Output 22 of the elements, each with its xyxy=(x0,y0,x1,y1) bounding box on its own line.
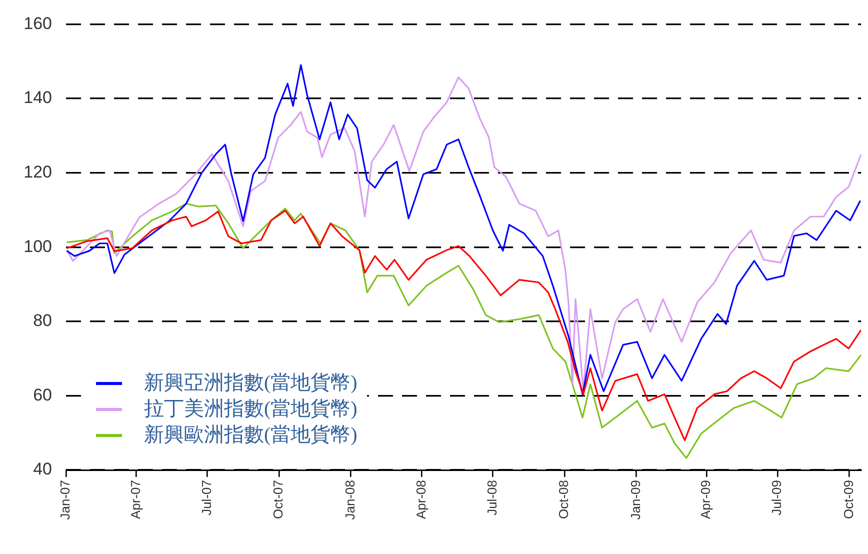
x-tick-label: Jan-08 xyxy=(342,480,358,520)
legend-label: 新興歐洲指數(當地貨幣) xyxy=(144,423,358,448)
x-tick-label: Oct-09 xyxy=(840,480,856,520)
x-tick-label: Oct-08 xyxy=(556,480,572,520)
x-tick-label: Jul-09 xyxy=(769,480,784,516)
y-tick-label: 60 xyxy=(33,385,52,404)
x-tick-label: Oct-07 xyxy=(270,480,286,520)
x-tick-label: Jan-07 xyxy=(58,480,73,520)
x-tick-label: Apr-08 xyxy=(413,480,428,520)
y-tick-label: 80 xyxy=(33,311,52,330)
y-tick-label: 40 xyxy=(33,460,52,479)
x-tick-label: Jul-08 xyxy=(484,480,500,516)
x-tick-label: Jan-09 xyxy=(628,480,643,520)
y-tick-label: 140 xyxy=(24,88,52,108)
y-tick-label: 160 xyxy=(24,14,52,33)
legend-label: 拉丁美洲指數(當地貨幣) xyxy=(144,397,358,422)
x-tick-label: Apr-09 xyxy=(698,480,714,520)
y-tick-label: 120 xyxy=(24,162,52,182)
x-tick-label: Jul-07 xyxy=(198,480,214,516)
x-tick-label: Apr-07 xyxy=(128,480,143,520)
legend-label: 新興亞洲指數(當地貨幣) xyxy=(144,371,358,396)
y-tick-label: 100 xyxy=(24,236,52,256)
